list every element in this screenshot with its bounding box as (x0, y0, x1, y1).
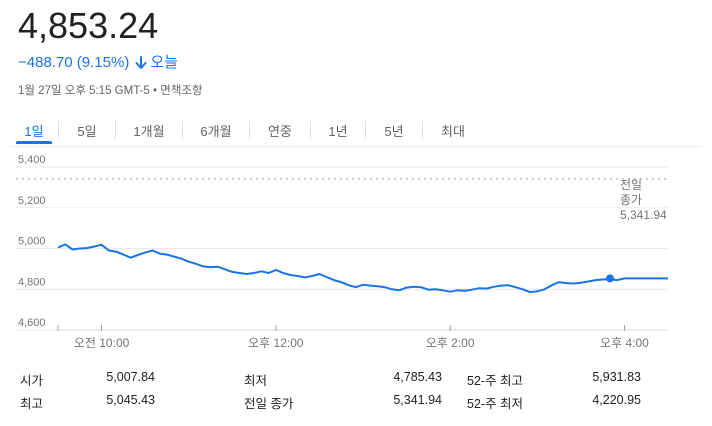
tab-divider (182, 121, 183, 139)
previous-close-label: 5,341.94 (620, 208, 667, 222)
tab-1d[interactable]: 1일 (10, 120, 58, 144)
tabs-underline (10, 146, 702, 147)
previous-close-label: 전일 (620, 178, 642, 192)
price-chart[interactable]: 5,400 5,200 5,000 4,800 4,600 오전 10:00 오후 12:… (0, 150, 712, 360)
price-change-row: −488.70 (9.15%) 오늘 (18, 53, 178, 73)
arrow-down-icon (135, 56, 147, 70)
stat-label: 52-주 최저 (467, 397, 524, 411)
stat-value: 5,341.94 (393, 393, 442, 407)
y-tick-label: 4,600 (18, 317, 46, 329)
timestamp: 1월 27일 오후 5:15 GMT-5 (18, 85, 150, 97)
tab-divider (365, 121, 366, 139)
tab-divider (310, 121, 311, 139)
meta-separator: • (153, 85, 158, 97)
tab-1m[interactable]: 1개월 (133, 123, 165, 139)
price-series-line (57, 243, 668, 294)
tab-5d[interactable]: 5일 (77, 123, 97, 139)
stat-label: 최고 (20, 397, 44, 411)
disclaimer-link[interactable]: 면책조항 (160, 85, 203, 97)
stat-value: 4,220.95 (592, 393, 641, 407)
x-tick-label: 오후 4:00 (600, 336, 649, 350)
stat-label: 전일 종가 (244, 397, 294, 411)
previous-close-label: 종가 (620, 193, 642, 207)
x-tick-label: 오후 2:00 (426, 336, 475, 350)
y-tick-label: 5,400 (18, 154, 46, 166)
quote-meta: 1월 27일 오후 5:15 GMT-5 • 면책조항 (18, 82, 203, 98)
stat-value: 5,045.43 (106, 393, 155, 407)
y-tick-label: 4,800 (18, 276, 46, 288)
range-tabs: 1일 5일 1개월 6개월 연중 1년 5년 최대 (10, 120, 483, 144)
tab-divider (422, 121, 423, 139)
tab-max[interactable]: 최대 (441, 123, 465, 139)
stat-value: 5,931.83 (592, 370, 641, 384)
tab-1y[interactable]: 1년 (328, 123, 348, 139)
stat-value: 4,785.43 (393, 370, 442, 384)
y-tick-label: 5,200 (18, 195, 46, 207)
y-tick-label: 5,000 (18, 236, 46, 248)
stat-value: 5,007.84 (106, 370, 155, 384)
stat-label: 최저 (244, 374, 268, 388)
tab-5y[interactable]: 5년 (384, 123, 404, 139)
period-label: 오늘 (150, 54, 178, 71)
price-change: −488.70 (9.15%) (18, 54, 130, 71)
tab-6m[interactable]: 6개월 (200, 123, 232, 139)
x-tick-label: 오후 12:00 (248, 336, 304, 350)
x-tick-label: 오전 10:00 (74, 336, 130, 350)
stat-label: 시가 (20, 374, 44, 388)
current-price: 4,853.24 (18, 5, 159, 46)
tab-divider (115, 121, 116, 139)
tab-divider (249, 121, 250, 139)
stat-label: 52-주 최고 (467, 374, 524, 388)
last-price-marker (606, 274, 614, 283)
tab-ytd[interactable]: 연중 (268, 123, 292, 139)
tab-divider (58, 121, 59, 139)
